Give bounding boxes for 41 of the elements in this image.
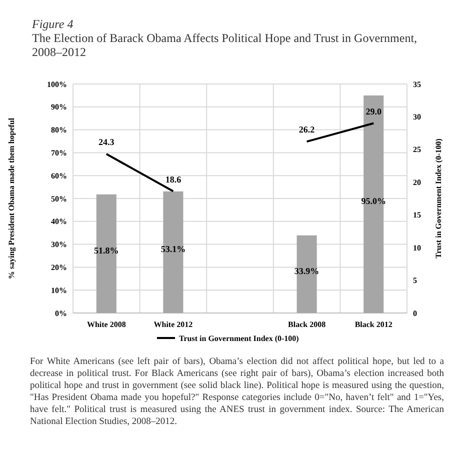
x-tick-label: Black 2008 (288, 320, 326, 329)
y-tick-label: 10% (51, 286, 67, 295)
y-tick-label: 40% (51, 217, 67, 226)
data-label: 26.2 (298, 124, 316, 135)
y-tick-label: 20% (51, 263, 67, 272)
y-tick-label: 50% (51, 194, 67, 204)
data-label: 33.9% (294, 266, 320, 276)
y-tick-label: 100% (47, 80, 67, 89)
y-tick-label: 30% (51, 240, 67, 250)
bar (364, 95, 384, 313)
chart-title: Figure 4 (32, 17, 74, 31)
y-axis-title: % saying President Obama made them hopeful (7, 117, 16, 280)
y2-tick-label: 25 (413, 145, 421, 154)
text: For White Americans (see left pair of bars), Obama’s election did not affect political hope, but led to a decrease in political trust. For Black Americans (see right pair of bars), Obama’s election increased both political hope and trust in government (see solid black line). Political hope is measured using the question, "Has President Obama made you hopeful?" Response categories include 0="No, haven’t felt" and 1="Yes, have felt." Political trust is measured using the ANES trust in government index. Source: The American National Election Studies, 2008–2012. (30, 356, 444, 428)
y2-tick-label: 20 (413, 178, 421, 187)
y2-tick-label: 30 (413, 112, 421, 122)
bar (96, 194, 116, 313)
y-tick-label: 90% (51, 102, 67, 112)
y-tick-label: 0% (55, 308, 67, 318)
legend-label: Trust in Government Index (0-100) (179, 334, 300, 343)
y2-axis-title: Trust in Government Index (0-100) (434, 138, 443, 258)
y-tick-label: 60% (51, 171, 67, 180)
y2-tick-label: 15 (413, 210, 421, 220)
y2-tick-label: 35 (413, 80, 421, 89)
bar (163, 191, 184, 313)
chart-subtitle: The Election of Barack Obama Affects Political Hope and Trust in Government, 2008–2012 (32, 31, 418, 59)
data-label: 24.3 (98, 137, 115, 148)
x-tick-label: White 2012 (154, 320, 193, 329)
y2-tick-label: 5 (413, 276, 417, 286)
y2-tick-label: 10 (413, 243, 421, 252)
y-tick-label: 70% (51, 148, 67, 158)
bar (296, 235, 317, 313)
data-label: 29.0 (366, 106, 382, 116)
y-tick-label: 80% (51, 126, 67, 135)
data-label: 53.1% (160, 244, 186, 254)
x-tick-label: Black 2012 (354, 320, 392, 329)
y2-tick-label: 0 (413, 308, 417, 318)
data-label: 18.6 (165, 174, 182, 184)
data-label: 95.0% (361, 196, 386, 206)
data-label: 51.8% (94, 246, 119, 256)
x-tick-label: White 2008 (86, 320, 126, 329)
